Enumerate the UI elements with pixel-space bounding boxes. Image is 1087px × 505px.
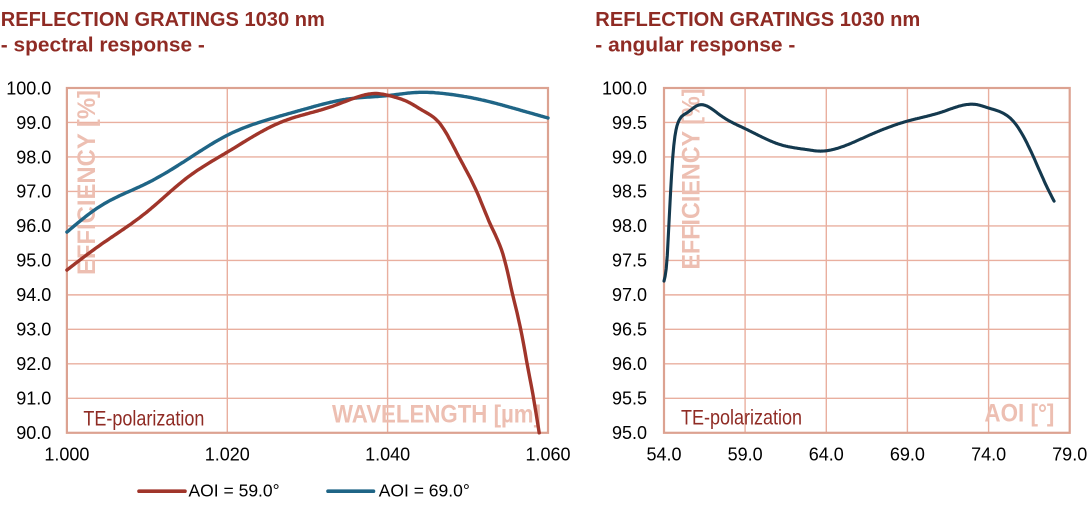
svg-text:95.0: 95.0	[612, 423, 647, 443]
svg-text:99.0: 99.0	[16, 113, 51, 133]
svg-text:98.0: 98.0	[612, 216, 647, 236]
svg-text:TE-polarization: TE-polarization	[83, 407, 204, 430]
svg-text:WAVELENGTH [µm]: WAVELENGTH [µm]	[332, 401, 541, 429]
svg-text:TE-polarization: TE-polarization	[681, 407, 802, 430]
svg-text:REFLECTION GRATINGS 1030 nm: REFLECTION GRATINGS 1030 nm	[595, 8, 920, 31]
svg-text:69.0: 69.0	[890, 444, 925, 464]
svg-text:95.0: 95.0	[16, 251, 51, 271]
svg-text:96.0: 96.0	[612, 354, 647, 374]
svg-text:AOI = 59.0°: AOI = 59.0°	[189, 481, 280, 501]
svg-text:97.5: 97.5	[612, 251, 647, 271]
svg-text:96.0: 96.0	[16, 216, 51, 236]
svg-text:AOI = 69.0°: AOI = 69.0°	[379, 481, 470, 501]
svg-text:1.060: 1.060	[525, 444, 570, 464]
svg-text:100.0: 100.0	[6, 78, 51, 98]
svg-text:94.0: 94.0	[16, 285, 51, 305]
svg-text:- spectral response -: - spectral response -	[1, 34, 205, 57]
svg-text:90.0: 90.0	[16, 423, 51, 443]
svg-text:1.040: 1.040	[365, 444, 410, 464]
svg-text:64.0: 64.0	[809, 444, 844, 464]
svg-text:59.0: 59.0	[728, 444, 763, 464]
svg-text:100.0: 100.0	[602, 78, 647, 98]
svg-text:95.5: 95.5	[612, 389, 647, 409]
svg-text:98.0: 98.0	[16, 147, 51, 167]
svg-text:REFLECTION GRATINGS 1030 nm: REFLECTION GRATINGS 1030 nm	[1, 8, 325, 31]
svg-text:92.0: 92.0	[16, 354, 51, 374]
svg-text:EFFICIENCY [%]: EFFICIENCY [%]	[73, 90, 101, 275]
svg-text:EFFICIENCY [%]: EFFICIENCY [%]	[678, 89, 706, 270]
svg-text:54.0: 54.0	[646, 444, 681, 464]
svg-text:99.0: 99.0	[612, 147, 647, 167]
svg-text:99.5: 99.5	[612, 113, 647, 133]
svg-text:74.0: 74.0	[971, 444, 1006, 464]
svg-text:79.0: 79.0	[1052, 444, 1087, 464]
svg-text:98.5: 98.5	[612, 182, 647, 202]
svg-text:97.0: 97.0	[16, 182, 51, 202]
svg-text:AOI [°]: AOI [°]	[984, 400, 1054, 428]
svg-text:1.020: 1.020	[205, 444, 250, 464]
svg-text:- angular response -: - angular response -	[595, 34, 795, 57]
svg-text:93.0: 93.0	[16, 320, 51, 340]
svg-text:97.0: 97.0	[612, 285, 647, 305]
svg-text:96.5: 96.5	[612, 320, 647, 340]
svg-text:91.0: 91.0	[16, 389, 51, 409]
svg-text:1.000: 1.000	[44, 444, 89, 464]
